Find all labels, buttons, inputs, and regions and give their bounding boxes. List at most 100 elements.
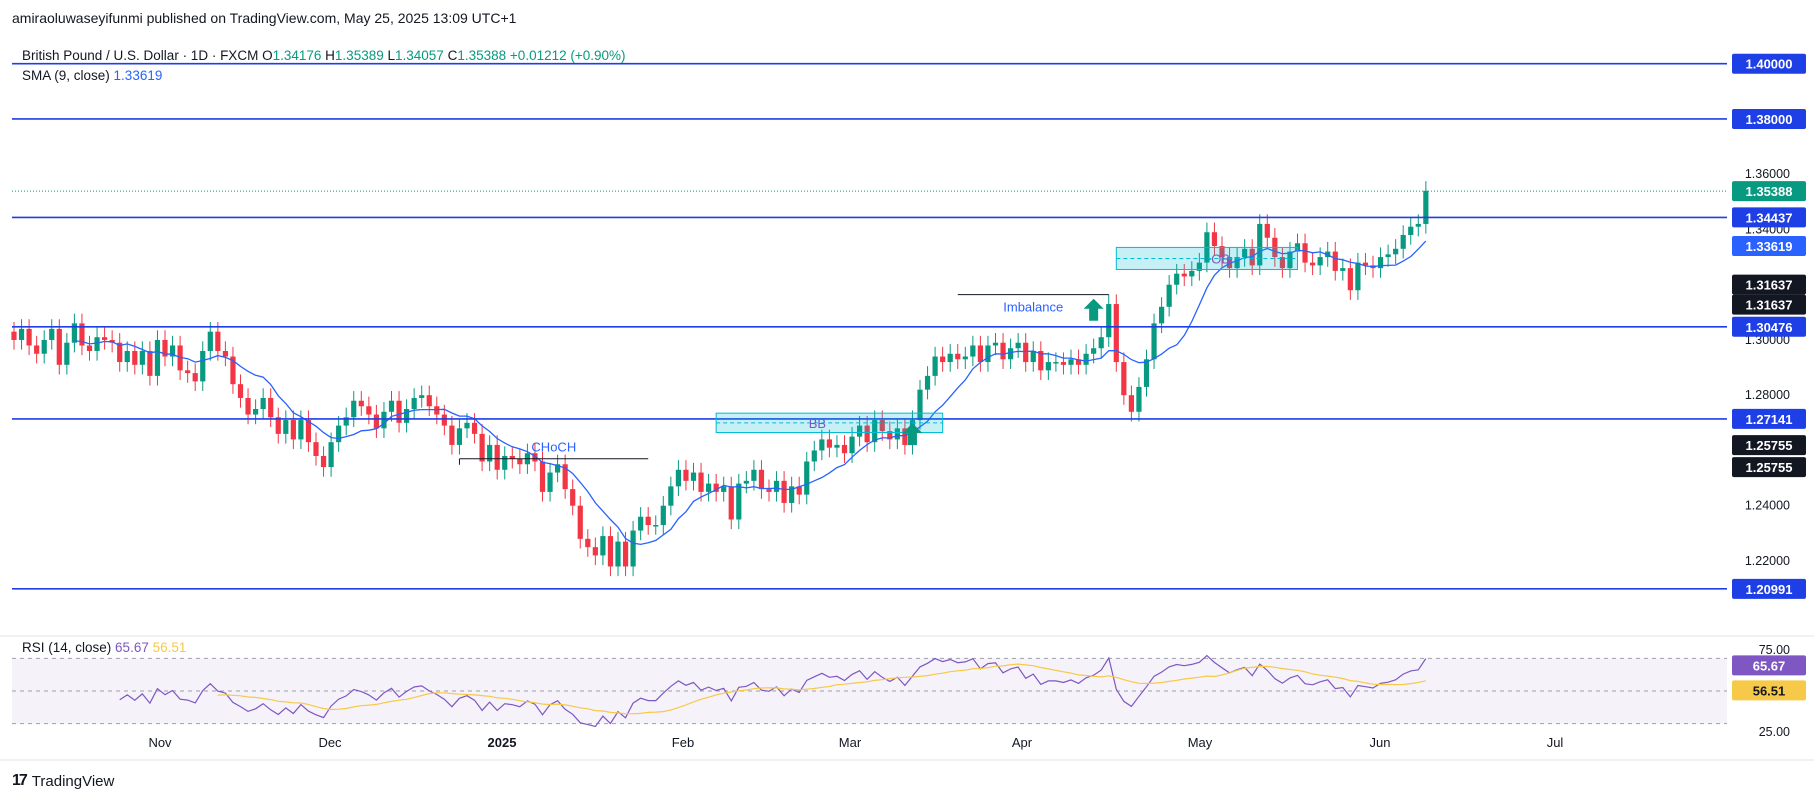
change-value: +0.01212 (+0.90%) [509, 48, 626, 63]
symbol-title[interactable]: British Pound / U.S. Dollar · 1D · FXCM [22, 48, 259, 63]
candle-body [313, 442, 319, 456]
candle-body [1045, 362, 1051, 371]
candle-body [509, 455, 515, 459]
candle-body [758, 469, 765, 490]
candle-body [1015, 342, 1021, 349]
candle-body [351, 400, 357, 418]
x-tick-label: 2025 [488, 735, 517, 750]
candle-body [585, 538, 591, 548]
imbalance-price-label: 1.31637 [1746, 298, 1793, 313]
candle-body [275, 417, 281, 434]
candle-body [268, 397, 274, 418]
candle-body [841, 444, 848, 454]
candle-body [690, 472, 697, 481]
candle-body [1234, 257, 1240, 269]
candle-body [358, 400, 364, 407]
candle-body [857, 425, 863, 437]
candle-body [766, 489, 772, 492]
candle-body [479, 433, 485, 462]
candle-body [343, 417, 349, 426]
rsi-line [119, 654, 1427, 728]
candle-body [1242, 248, 1248, 258]
candle-body [260, 397, 266, 410]
candle-body [305, 420, 312, 443]
rsi-price-label: 65.67 [1753, 658, 1786, 673]
level-price-label: 1.38000 [1746, 112, 1793, 127]
candle-body [34, 345, 40, 354]
bb-price-label-box [1732, 457, 1806, 478]
candle-body [607, 536, 614, 567]
candle-body [18, 328, 25, 340]
rsi-label[interactable]: RSI (14, close) [22, 640, 112, 655]
y-tick-label: 1.36000 [1745, 167, 1790, 181]
rsi-ma-line [217, 663, 1426, 715]
candle-body [1423, 190, 1429, 224]
candle-body [962, 356, 968, 360]
rsi-value: 65.67 [115, 640, 149, 655]
candle-body [1038, 351, 1044, 371]
candle-body [185, 370, 191, 374]
candle-body [1257, 223, 1263, 266]
imbalance-price-label-box [1732, 274, 1806, 295]
level-price-label-box [1732, 207, 1806, 228]
candle-body [86, 345, 93, 352]
candle-body [811, 450, 817, 462]
candle-body [147, 351, 153, 376]
candle-body [804, 461, 810, 495]
candle-body [1166, 284, 1172, 307]
candle-body [494, 444, 500, 470]
candle-body [743, 480, 749, 484]
annotation-ob: +OB [1204, 251, 1230, 266]
candle-body [79, 323, 85, 346]
candle-body [283, 420, 289, 434]
x-tick-label: May [1188, 735, 1213, 750]
candle-body [947, 353, 953, 363]
candle-body [502, 455, 508, 470]
current-price-label-box [1732, 181, 1806, 202]
close-value: 1.35388 [457, 48, 507, 63]
candle-body [577, 505, 583, 539]
candle-body [751, 469, 757, 481]
tradingview-logo[interactable]: 17 TradingView [12, 772, 114, 790]
annotation-choch: CHoCH [531, 440, 576, 455]
candle-body [1174, 273, 1180, 285]
candle-body [532, 453, 538, 462]
candle-body [675, 469, 681, 487]
x-tick-label: Dec [318, 735, 342, 750]
candle-body [1181, 273, 1187, 277]
current-price-label: 1.35388 [1746, 184, 1793, 199]
open-value: 1.34176 [272, 48, 322, 63]
candle-body [1355, 262, 1361, 291]
close-label: C [447, 48, 458, 63]
candle-body [419, 395, 425, 398]
candle-body [789, 486, 795, 503]
candle-body [570, 489, 576, 506]
candle-body [932, 356, 938, 376]
candle-body [471, 422, 478, 434]
candle-body [1143, 359, 1150, 387]
candle-body [1287, 251, 1293, 269]
candle-body [426, 395, 432, 407]
candle-body [1385, 254, 1391, 258]
bb-price-label-box [1732, 435, 1806, 456]
level-price-label-box [1732, 316, 1806, 337]
candle-body [49, 328, 55, 340]
sma-label[interactable]: SMA (9, close) [22, 68, 110, 83]
candle-body [539, 461, 546, 492]
up-arrow-icon [1083, 298, 1104, 321]
candle-body [102, 337, 108, 340]
candle-body [713, 483, 719, 492]
candle-body [796, 486, 802, 495]
candle-body [26, 328, 32, 346]
annotation-bb: BB [809, 416, 826, 431]
candle-body [660, 505, 666, 526]
candle-body [826, 439, 832, 448]
rsi-legend: RSI (14, close) 65.67 56.51 [22, 640, 186, 655]
level-price-label-box [1732, 578, 1806, 599]
candle-body [1060, 362, 1067, 365]
candle-body [872, 420, 878, 443]
tradingview-mark-icon: 17 [12, 772, 28, 789]
candle-body [698, 472, 704, 492]
candle-body [977, 345, 983, 363]
